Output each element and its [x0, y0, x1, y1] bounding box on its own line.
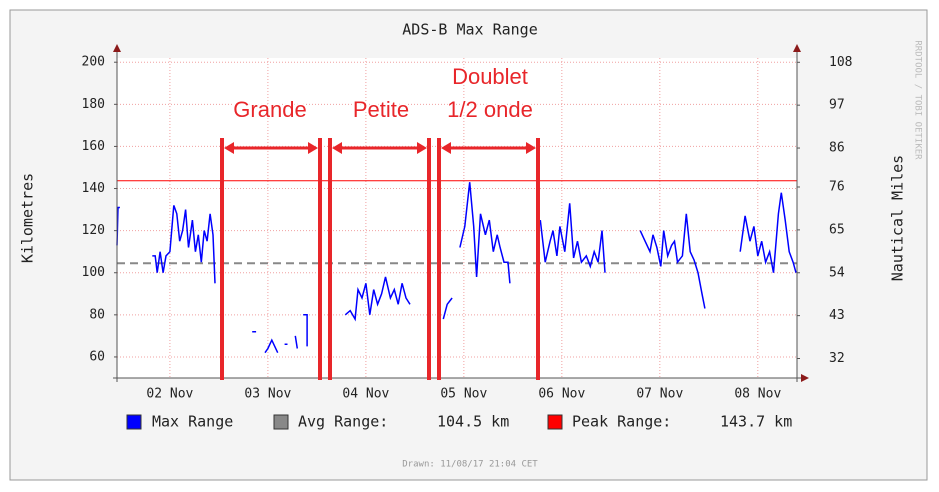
y-tick-label: 180 — [82, 97, 105, 112]
annotation-marks — [220, 138, 540, 380]
y2-tick-label: 108 — [829, 55, 852, 70]
annotation: Grande — [233, 97, 306, 122]
y2-tick-label: 32 — [829, 351, 845, 366]
legend-label: Avg Range: — [298, 413, 388, 431]
annotation: 1/2 onde — [447, 97, 533, 122]
legend-swatch — [273, 414, 289, 430]
axis-arrow — [113, 44, 121, 52]
legend-label: Peak Range: — [572, 413, 671, 431]
y2-tick-label: 76 — [829, 180, 845, 195]
y2-axis-label: Nautical Miles — [889, 155, 907, 281]
axes — [113, 44, 809, 382]
chart-title: ADS-B Max Range — [402, 21, 537, 39]
y-tick-label: 120 — [82, 223, 105, 238]
footer: Drawn: 11/08/17 21:04 CET — [402, 460, 538, 470]
legend-value: 143.7 km — [720, 413, 792, 431]
x-tick-label: 08 Nov — [734, 387, 781, 402]
y-tick-label: 100 — [82, 265, 105, 280]
y2-tick-label: 65 — [829, 222, 845, 237]
x-tick-label: 04 Nov — [342, 387, 389, 402]
series-line — [116, 182, 797, 354]
y2-tick-label: 86 — [829, 141, 845, 156]
annotation: Petite — [353, 97, 409, 122]
legend-label: Max Range — [152, 413, 233, 431]
y-tick-label: 140 — [82, 181, 105, 196]
x-tick-label: 07 Nov — [636, 387, 683, 402]
y2-tick-label: 43 — [829, 308, 845, 323]
y-tick-label: 60 — [89, 349, 105, 364]
x-tick-label: 02 Nov — [146, 387, 193, 402]
y2-tick-label: 54 — [829, 265, 845, 280]
x-tick-label: 05 Nov — [440, 387, 487, 402]
annotation: Doublet — [452, 64, 528, 89]
y-tick-label: 200 — [82, 55, 105, 70]
y-tick-label: 80 — [89, 307, 105, 322]
legend-swatch — [547, 414, 563, 430]
y2-tick-label: 97 — [829, 98, 845, 113]
y-axis-label: Kilometres — [19, 173, 37, 263]
legend: Max Range Avg Range: 104.5 km Peak Range: 14… — [126, 413, 792, 431]
y-tick-label: 160 — [82, 139, 105, 154]
legend-swatch — [126, 414, 142, 430]
axis-arrow — [793, 44, 801, 52]
plot-area — [117, 58, 797, 378]
legend-value: 104.5 km — [437, 413, 509, 431]
x-tick-label: 03 Nov — [244, 387, 291, 402]
x-tick-label: 06 Nov — [538, 387, 585, 402]
axis-arrow — [801, 374, 809, 382]
watermark: RRDTOOL / TOBI OETIKER — [913, 40, 923, 160]
plot: 60 80 100 120 140 160 180 200 32 43 54 65 76 86 97 108 0… — [82, 55, 853, 402]
